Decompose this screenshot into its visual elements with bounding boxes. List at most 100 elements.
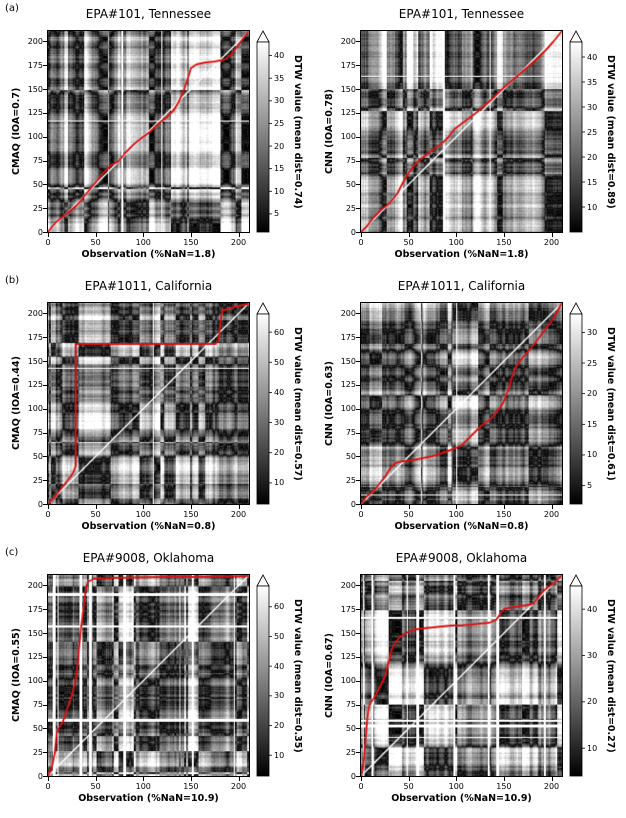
y-tick-mark [356,160,360,162]
y-tick-mark [356,184,360,186]
colorbar [256,30,272,233]
y-tick-label: 0 [350,499,356,509]
y-tick-mark [43,384,47,386]
y-tick-mark [356,633,360,635]
y-tick-label: 150 [27,356,43,366]
colorbar-label: DTW value (mean dist=0.61) [605,326,616,481]
y-tick-mark [356,432,360,434]
y-tick-mark [43,232,47,233]
y-tick-mark [356,776,360,777]
x-tick-mark [238,505,240,509]
x-tick-label: 100 [135,782,151,791]
panel-title: EPA#1011, California [84,279,213,293]
y-tick-label: 100 [27,404,43,414]
y-tick-label: 50 [345,179,356,189]
y-tick-label: 150 [27,628,43,638]
x-axis-label: Observation (%NaN=0.8) [394,521,529,532]
colorbar-tick-label: 50 [274,357,285,367]
y-tick-label: 0 [350,227,356,237]
colorbar-tick-label: 25 [274,118,285,128]
y-tick-label: 175 [340,604,356,614]
y-tick-mark [43,633,47,635]
y-tick-mark [43,408,47,410]
heatmap-panel: EPA#1011, California CNN (IOA=0.63) Observ… [313,272,626,544]
colorbar-tick-label: 15 [274,164,285,174]
colorbar-tick-label: 30 [587,651,598,660]
x-axis-label: Observation (%NaN=1.8) [394,249,529,260]
colorbar-tick-label: 20 [274,141,285,151]
y-tick-mark [356,585,360,587]
x-tick-label: 150 [183,782,199,791]
x-tick-label: 150 [496,238,512,247]
x-tick-label: 0 [45,238,51,247]
x-tick-label: 50 [403,510,414,519]
x-tick-mark [95,505,97,509]
y-tick-label: 50 [32,451,43,461]
x-tick-label: 200 [230,238,247,247]
heatmap-plot [360,302,563,505]
y-tick-label: 25 [32,203,43,213]
x-tick-mark [551,777,553,781]
x-tick-mark [48,233,49,237]
y-tick-label: 150 [340,84,356,94]
x-tick-mark [456,777,458,781]
heatmap-canvas [361,31,562,232]
x-axis-label: Observation (%NaN=1.8) [81,249,216,260]
colorbar-label: DTW value (mean dist=0.57) [292,326,303,481]
y-tick-mark [356,136,360,138]
y-tick-mark [43,704,47,706]
x-tick-mark [143,233,145,237]
x-tick-mark [190,505,192,509]
colorbar-label: DTW value (mean dist=0.27) [605,598,616,753]
y-tick-label: 200 [340,580,356,590]
colorbar-tick-label: 10 [274,186,285,196]
y-tick-mark [43,728,47,730]
y-tick-label: 75 [32,428,43,438]
y-tick-label: 25 [345,747,356,757]
y-tick-label: 175 [27,604,43,614]
y-tick-mark [43,456,47,458]
heatmap-panel: (c) EPA#9008, Oklahoma CMAQ (IOA=0.55) Obse… [0,544,313,816]
colorbar-tick-label: 5 [274,209,280,219]
colorbar-tick-label: 20 [274,448,285,458]
colorbar-gradient [256,313,270,505]
x-tick-mark [551,233,553,237]
colorbar-label: DTW value (mean dist=0.74) [292,54,303,209]
y-tick-label: 0 [37,771,43,781]
colorbar-tick-label: 10 [587,450,598,460]
x-tick-mark [238,777,240,781]
x-tick-mark [503,233,505,237]
x-tick-mark [95,777,97,781]
x-tick-label: 50 [90,782,101,791]
y-tick-label: 0 [37,499,43,509]
y-tick-label: 125 [27,652,43,662]
x-tick-mark [190,233,192,237]
x-tick-label: 0 [45,782,51,791]
x-axis-label: Observation (%NaN=0.8) [81,521,216,532]
colorbar-tick-label: 25 [587,358,598,368]
heatmap-panel: (a) EPA#101, Tennessee CMAQ (IOA=0.7) Obser… [0,0,313,272]
colorbar-tick-label: 40 [274,661,285,671]
y-tick-mark [356,609,360,611]
x-tick-label: 0 [358,238,364,247]
y-tick-label: 150 [27,84,43,94]
y-tick-label: 175 [27,60,43,70]
y-tick-mark [43,361,47,363]
x-tick-mark [503,505,505,509]
y-tick-mark [356,208,360,210]
y-tick-mark [43,776,47,777]
y-tick-label: 50 [32,179,43,189]
x-tick-label: 150 [496,782,512,791]
y-tick-mark [43,89,47,91]
y-tick-mark [43,480,47,482]
panel-row-label: (c) [5,547,19,558]
heatmap-canvas [361,303,562,504]
y-tick-mark [43,609,47,611]
heatmap-canvas [48,575,249,776]
y-tick-mark [43,184,47,186]
heatmap-panel: EPA#101, Tennessee CNN (IOA=0.78) Observat… [313,0,626,272]
x-tick-label: 100 [448,510,464,519]
y-tick-label: 125 [27,380,43,390]
y-tick-label: 25 [32,747,43,757]
